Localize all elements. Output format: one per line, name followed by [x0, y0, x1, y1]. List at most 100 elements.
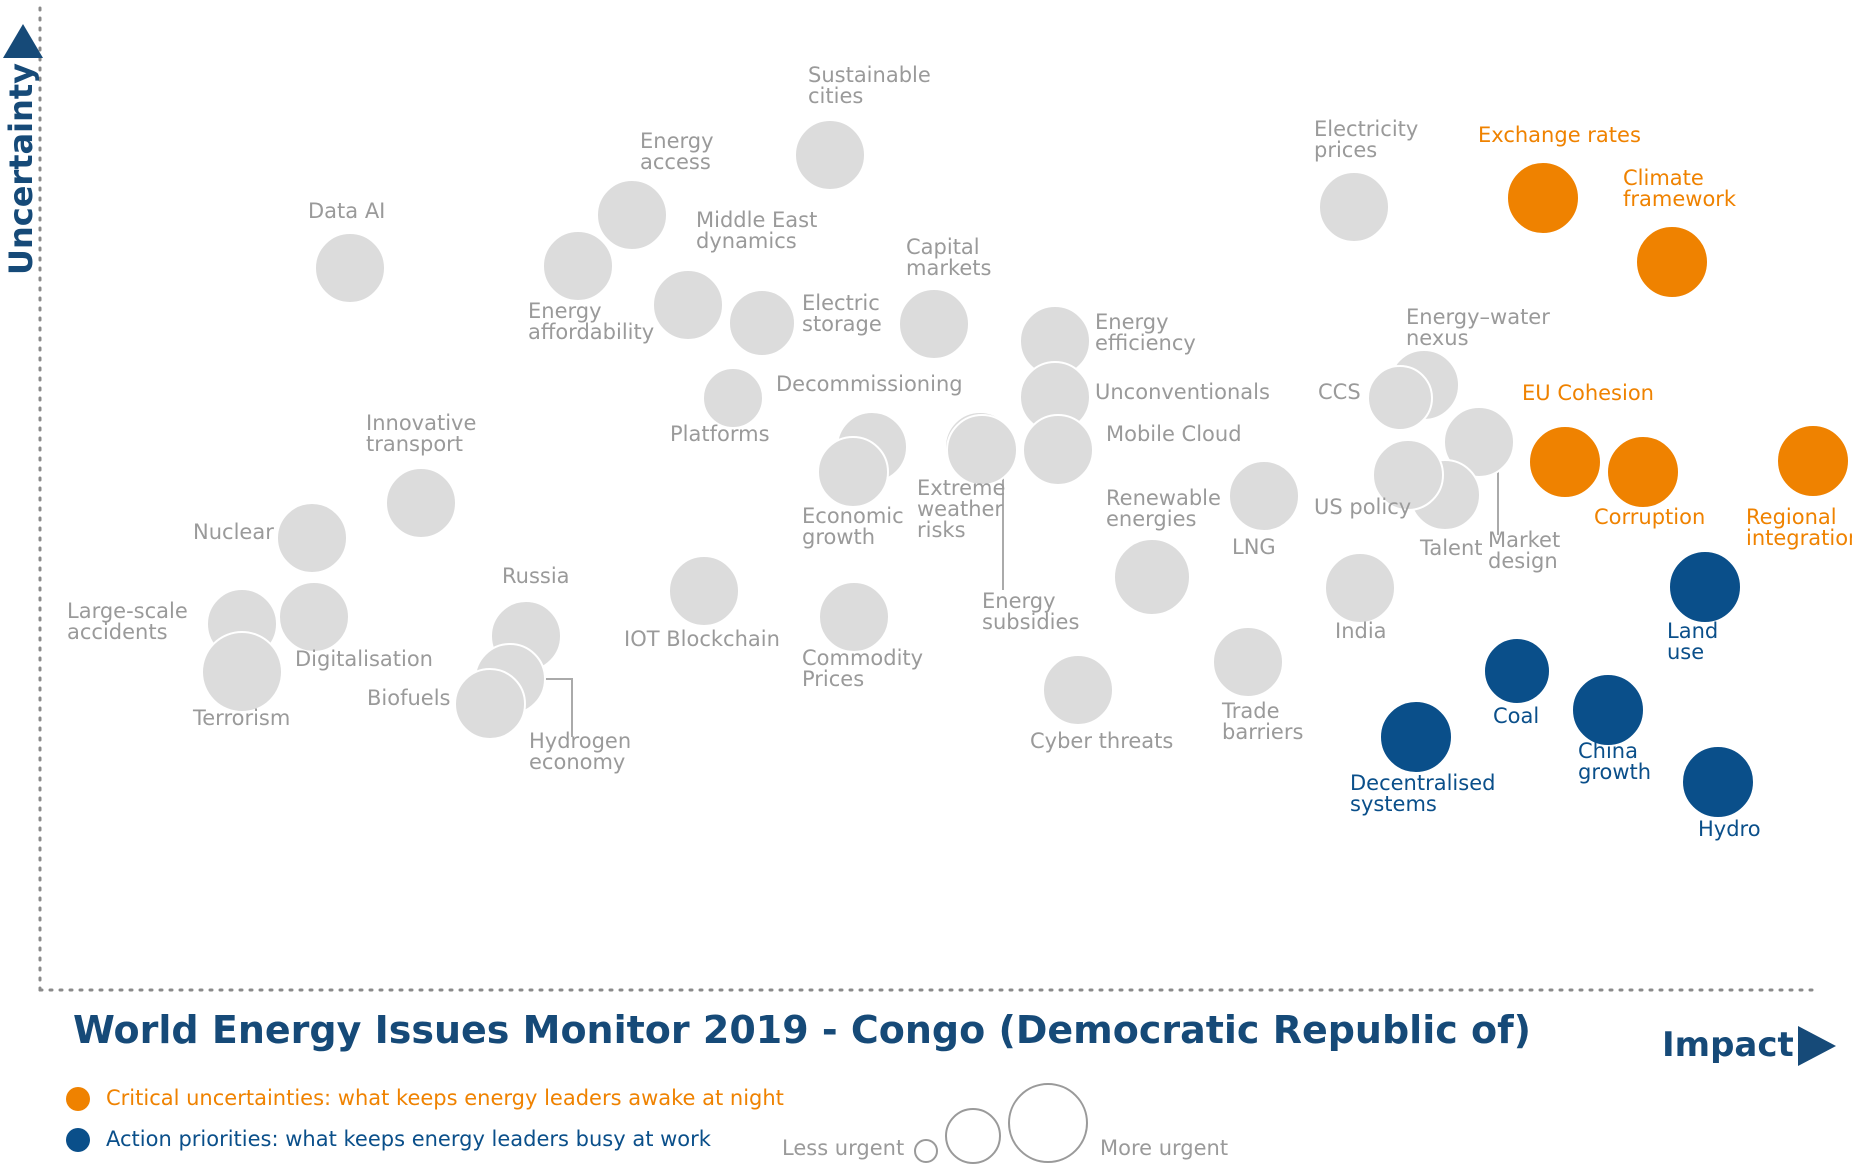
bubble-label-trade-barriers: Trade barriers — [1221, 699, 1303, 744]
bubble-label-iot-blockchain: IOT Blockchain — [624, 627, 780, 651]
leader-hydrogen-economy — [540, 678, 573, 737]
bubble-label-economic-growth: Economic growth — [802, 504, 904, 549]
y-axis-label: Uncertainty — [2, 63, 40, 275]
bubble-label-coal: Coal — [1493, 704, 1539, 728]
size-large-circle — [1008, 1083, 1088, 1163]
bubble-energy-affordability — [542, 230, 614, 302]
bubble-biofuels — [454, 668, 526, 740]
bubble-us-policy — [1372, 439, 1444, 511]
bubble-label-capital-markets: Capital markets — [906, 235, 991, 280]
bubble-label-decentralised-systems: Decentralised systems — [1350, 771, 1495, 816]
bubble-trade-barriers — [1212, 626, 1284, 698]
bubble-terrorism — [201, 631, 283, 713]
x-axis-label: Impact — [1662, 1025, 1794, 1065]
bubble-label-commodity-prices: Commodity Prices — [802, 646, 923, 691]
bubble-label-us-policy: US policy — [1314, 495, 1411, 519]
bubble-decentralised-systems — [1379, 700, 1453, 774]
size-legend — [914, 1083, 1088, 1164]
bubble-label-biofuels: Biofuels — [367, 686, 451, 710]
bubble-label-mobile-cloud: Mobile Cloud — [1106, 422, 1242, 446]
bubble-label-exchange-rates: Exchange rates — [1478, 123, 1641, 147]
bubble-exchange-rates — [1506, 161, 1580, 235]
bubble-label-renewable-energies: Renewable energies — [1106, 486, 1221, 531]
bubble-label-ccs: CCS — [1318, 380, 1361, 404]
bubble-label-decommissioning: Decommissioning — [776, 372, 963, 396]
bubble-electricity-prices — [1318, 171, 1390, 243]
legend-critical-text: Critical uncertainties: what keeps energ… — [106, 1086, 784, 1110]
bubble-sustainable-cities — [794, 119, 866, 191]
bubble-label-unconventionals: Unconventionals — [1095, 380, 1270, 404]
less-urgent-label: Less urgent — [782, 1136, 905, 1160]
bubble-lng — [1228, 460, 1300, 532]
axes: Uncertainty — [2, 6, 1836, 1066]
bubble-energy-subsidies — [946, 414, 1018, 486]
x-axis-arrow-icon — [1798, 1026, 1836, 1066]
bubble-economic-growth — [817, 436, 889, 508]
bubble-label-innovative-transport: Innovative transport — [366, 411, 476, 456]
bubble-market-design — [1443, 406, 1515, 478]
y-axis-arrow-icon — [3, 24, 43, 58]
more-urgent-label: More urgent — [1100, 1136, 1229, 1160]
bubble-labels: Sustainable cities Energy access Data AI Ener… — [67, 63, 1852, 841]
legend-critical-dot — [66, 1087, 90, 1111]
bubble-label-energy-efficiency: Energy efficiency — [1095, 310, 1196, 355]
size-medium-circle — [945, 1108, 1001, 1164]
bubble-electric-storage — [728, 289, 796, 357]
bubble-label-energy-water-nexus: Energy–water nexus — [1406, 305, 1550, 350]
bubble-regional-integration — [1776, 424, 1850, 498]
bubble-middle-east-dynamics — [652, 269, 724, 341]
bubble-label-energy-affordability: Energy affordability — [528, 299, 654, 344]
bubbles — [201, 119, 1850, 819]
legend-action: Action priorities: what keeps energy lea… — [66, 1127, 711, 1152]
bubble-label-electricity-prices: Electricity prices — [1314, 117, 1418, 162]
bubble-label-electric-storage: Electric storage — [802, 291, 882, 336]
legend-critical: Critical uncertainties: what keeps energ… — [66, 1086, 784, 1111]
bubble-renewable-energies — [1113, 538, 1191, 616]
bubble-label-lng: LNG — [1232, 535, 1276, 559]
bubble-innovative-transport — [385, 467, 457, 539]
bubble-label-extreme-weather-risks: Extreme weather risks — [917, 476, 1005, 542]
bubble-india — [1324, 552, 1396, 624]
bubble-label-eu-cohesion: EU Cohesion — [1522, 381, 1654, 405]
bubble-data-ai — [314, 232, 386, 304]
bubble-label-energy-access: Energy access — [640, 129, 714, 174]
bubble-label-russia: Russia — [502, 564, 570, 588]
bubble-label-india: India — [1335, 619, 1387, 643]
bubble-mobile-cloud — [1022, 414, 1094, 486]
bubble-hydro — [1681, 745, 1755, 819]
bubble-label-china-growth: China growth — [1578, 739, 1651, 784]
legend-action-text: Action priorities: what keeps energy lea… — [106, 1127, 711, 1151]
legend-action-dot — [66, 1128, 90, 1152]
bubble-corruption — [1606, 435, 1680, 509]
bubble-climate-framework — [1635, 225, 1709, 299]
bubble-ccs — [1367, 365, 1433, 431]
bubble-label-platforms: Platforms — [670, 422, 770, 446]
bubble-commodity-prices — [818, 581, 890, 653]
bubble-label-hydro: Hydro — [1698, 817, 1761, 841]
bubble-china-growth — [1571, 673, 1645, 747]
bubble-label-hydrogen-economy: Hydrogen economy — [529, 729, 631, 774]
bubble-label-data-ai: Data AI — [308, 199, 385, 223]
bubble-label-energy-subsidies: Energy subsidies — [982, 589, 1079, 634]
bubble-label-middle-east-dynamics: Middle East dynamics — [696, 208, 817, 253]
bubble-label-market-design: Market design — [1488, 528, 1560, 573]
bubble-label-terrorism: Terrorism — [192, 706, 290, 730]
bubble-platforms — [702, 367, 764, 429]
bubble-label-cyber-threats: Cyber threats — [1030, 729, 1173, 753]
chart-title: World Energy Issues Monitor 2019 - Congo… — [73, 1008, 1531, 1052]
bubble-label-digitalisation: Digitalisation — [295, 647, 433, 671]
bubble-iot-blockchain — [668, 555, 740, 627]
bubble-label-talent: Talent — [1419, 536, 1483, 560]
bubble-energy-access — [596, 179, 668, 251]
bubble-capital-markets — [898, 288, 970, 360]
size-small-circle — [914, 1139, 938, 1163]
bubble-land-use — [1668, 550, 1742, 624]
bubble-label-large-scale-accidents: Large-scale accidents — [67, 599, 188, 644]
bubble-digitalisation — [278, 581, 350, 653]
bubble-label-land-use: Land use — [1667, 619, 1718, 664]
bubble-label-climate-framework: Climate framework — [1623, 166, 1737, 211]
bubble-label-corruption: Corruption — [1594, 505, 1705, 529]
bubble-label-sustainable-cities: Sustainable cities — [808, 63, 931, 108]
bubble-label-nuclear: Nuclear — [193, 520, 274, 544]
